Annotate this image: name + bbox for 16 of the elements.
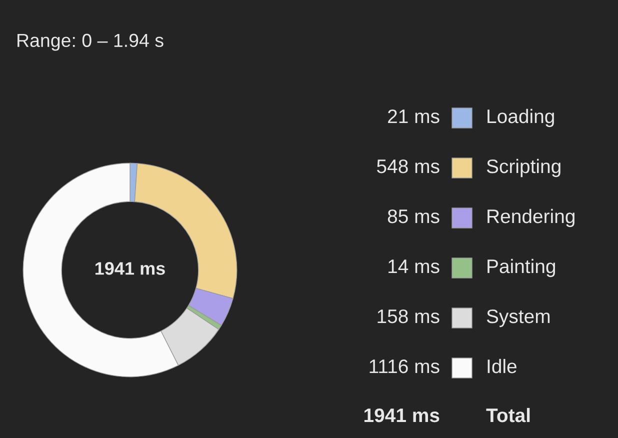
text: Total <box>486 408 530 422</box>
legend-label: Painting <box>488 258 556 278</box>
data-label: 14 ms <box>388 260 440 274</box>
data-label: 548 ms <box>377 159 440 174</box>
legend-label: Rendering <box>488 208 574 228</box>
chart-title: Range: 0 – 1.94 s <box>18 34 164 51</box>
legend-label: System <box>486 309 550 328</box>
text: 1941 ms <box>364 408 440 422</box>
legend-label: Scripting <box>486 158 560 178</box>
data-label: 85 ms <box>388 209 440 224</box>
legend-label: Idle <box>488 358 516 374</box>
data-label: 158 ms <box>378 309 440 324</box>
legend-label: Loading <box>488 108 554 128</box>
text: 1941 ms <box>96 262 165 275</box>
data-label: 1116 ms <box>370 359 440 374</box>
data-label: 21 ms <box>388 109 440 124</box>
